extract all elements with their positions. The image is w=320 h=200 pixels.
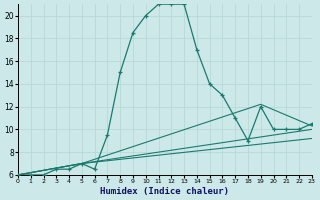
X-axis label: Humidex (Indice chaleur): Humidex (Indice chaleur) <box>100 187 229 196</box>
